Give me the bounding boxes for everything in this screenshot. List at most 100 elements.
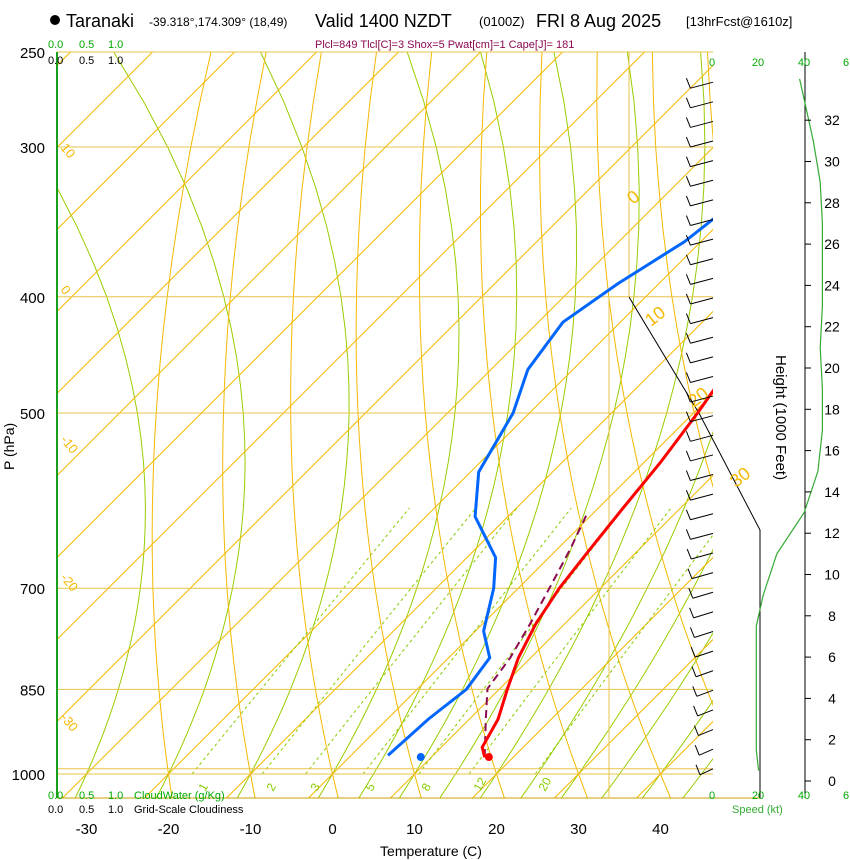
background-grid [57, 52, 713, 798]
isotherm--100 [57, 52, 235, 231]
x-axis-title: Temperature (C) [380, 843, 482, 859]
dry-adiabat-2 [290, 52, 339, 798]
wind-barb-flag-27 [685, 234, 691, 246]
dry-adiabat-8 [651, 52, 713, 489]
wind-barb-flag-6 [690, 646, 696, 658]
height-tick-0: 0 [828, 773, 836, 789]
pressure-tick-300: 300 [20, 140, 45, 157]
temperature-line [480, 388, 713, 758]
wind-barb-3 [697, 709, 714, 717]
valid-date: FRI 8 Aug 2025 [536, 11, 661, 31]
wind-barb-14 [690, 493, 714, 501]
speed-tick-bot-2: 40 [798, 790, 810, 802]
pressure-tick-400: 400 [20, 290, 45, 307]
speed-tick-top-1: 20 [752, 57, 764, 69]
x-tick-30: 30 [570, 821, 587, 838]
mixing-ratio-12 [468, 507, 672, 775]
height-tick-14: 14 [824, 484, 840, 500]
dry-adiabat-1 [222, 52, 267, 798]
wind-barb-flag-22 [685, 333, 691, 344]
moist-adiabat-9 [560, 548, 713, 798]
wind-barb-24 [690, 297, 714, 305]
wind-barb-29 [690, 199, 714, 207]
wind-barb-flag-17 [685, 431, 691, 442]
station-name: Taranaki [66, 11, 134, 31]
cloudwater-label: CloudWater (g/Kg) [134, 790, 225, 802]
height-tick-18: 18 [824, 401, 840, 417]
wind-barb-flag-18 [685, 411, 691, 422]
wind-barb-flag-24 [685, 293, 691, 305]
wind-barb-flag-35 [685, 78, 691, 89]
pressure-tick-850: 850 [20, 682, 45, 699]
dry-adiabat-7 [596, 52, 713, 707]
wind-barb-2 [698, 729, 714, 737]
dry-adiabat-label-2: -10 [58, 432, 82, 456]
top-cloudwater-ticks: 0.0 0.5 1.0 0.0 0.5 1.0 [48, 39, 123, 67]
isotherm--60 [57, 52, 563, 559]
x-tick-40: 40 [652, 821, 669, 838]
height-tick-4: 4 [828, 690, 836, 706]
cl-tick-bot-2: 1.0 [108, 804, 123, 816]
wind-barb-4 [696, 689, 714, 697]
parcel-line [483, 511, 589, 758]
wind-barb-flag-1 [694, 745, 700, 756]
dry-adiabat-label-3: -20 [58, 570, 82, 594]
wind-barb-flag-16 [685, 450, 691, 462]
mixing-ratio-label-20: 20 [535, 775, 554, 794]
pressure-tick-1000: 1000 [12, 767, 45, 784]
moist-adiabat-0 [57, 186, 146, 798]
cw-tick-bot-0: 0.0 [48, 790, 63, 802]
utc-time: (0100Z) [479, 14, 525, 29]
wind-barb-26 [690, 258, 714, 266]
mixing-ratio-20 [534, 534, 713, 775]
dry-adiabat-3 [355, 52, 422, 798]
isotherm-0 [307, 392, 713, 798]
surface-temperature-marker [484, 753, 493, 762]
wind-barb-flag-15 [685, 470, 691, 481]
wind-barb-flag-32 [685, 136, 691, 148]
moist-adiabat-7 [479, 52, 706, 798]
cl-tick-bot-1: 0.5 [79, 804, 94, 816]
moist-adiabat-label-1: 10 [641, 302, 669, 330]
station-coords: -39.318°,174.309° (18,49) [149, 15, 287, 29]
bottom-cloudwater-ticks: 0.0 0.5 1.0 CloudWater (g/Kg) 0.0 0.5 1.… [48, 790, 244, 816]
cw-tick-bot-1: 0.5 [79, 790, 94, 802]
mixing-ratio-1 [191, 507, 410, 775]
wind-barb-11 [691, 552, 714, 560]
moist-adiabat-11 [641, 699, 713, 798]
x-tick-labels: -30 -20 -10 0 10 20 30 40 [76, 821, 669, 838]
wind-barb-flag-3 [693, 705, 699, 717]
wind-barb-flag-21 [685, 352, 691, 364]
x-tick-10: 10 [406, 821, 423, 838]
dewpoint-line [386, 217, 713, 757]
wind-barb-flag-31 [685, 156, 691, 167]
isobar-lines [57, 51, 761, 799]
moist-adiabat-6 [439, 52, 640, 798]
wind-speed-line [755, 78, 824, 771]
dry-adiabat-6 [538, 52, 672, 798]
valid-time: Valid 1400 NZDT [315, 11, 452, 31]
wind-barb-flag-23 [685, 313, 691, 324]
wind-barb-35 [690, 81, 714, 89]
indices-line: Plcl=849 Tlcl[C]=3 Shox=5 Pwat[cm]=1 Cap… [315, 39, 574, 51]
pressure-tick-250: 250 [20, 45, 45, 62]
wind-barb-27 [690, 238, 714, 246]
wind-barb-21 [690, 356, 714, 364]
wind-barb-flag-19 [685, 391, 691, 403]
isotherm--70 [57, 52, 481, 477]
isotherm-30 [553, 638, 713, 798]
isotherm--50 [57, 52, 645, 641]
dry-adiabat-label-1: 0 [58, 282, 74, 297]
wind-barb-18 [690, 415, 714, 423]
x-tick--30: -30 [76, 821, 98, 838]
wind-barb-flag-9 [688, 588, 694, 599]
moist-adiabat-8 [520, 430, 713, 798]
wind-barb-16 [690, 454, 714, 462]
wind-barb-flag-8 [689, 607, 695, 619]
height-axis-title: Height (1000 Feet) [772, 355, 789, 480]
wind-barb-flag-13 [685, 509, 691, 520]
x-tick-20: 20 [488, 821, 505, 838]
wind-barb-flag-0 [695, 764, 701, 775]
wind-barb-12 [690, 532, 714, 540]
height-tick-6: 6 [828, 649, 836, 665]
